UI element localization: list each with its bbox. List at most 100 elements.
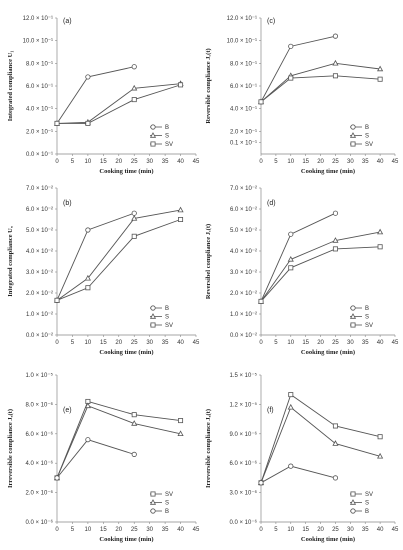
y-tick-label: 0.0 × 10⁻⁶ [26, 519, 54, 526]
data-point [258, 298, 264, 304]
x-tick-label: 5 [71, 340, 75, 346]
legend-marker [150, 305, 156, 311]
legend-marker [150, 124, 156, 130]
y-axis-label: Integrated compliance Uₐ [7, 226, 14, 297]
x-tick-label: 5 [274, 159, 278, 165]
data-point [131, 84, 138, 91]
legend-label: B [165, 509, 169, 515]
x-axis-label: Cooking time (min) [99, 349, 153, 356]
data-point [177, 430, 184, 437]
x-tick-label: 40 [377, 159, 384, 165]
y-tick-label: 1.0 × 10⁻² [26, 312, 53, 318]
x-tick-label: 45 [193, 340, 200, 346]
y-tick-label: 2.0 × 10⁻¹ [230, 129, 257, 135]
data-point [131, 412, 137, 418]
x-tick-label: 30 [347, 527, 354, 533]
legend-marker [349, 499, 357, 505]
data-point [258, 480, 264, 486]
chart-panel: 0.0 × 10⁻¹ 2.0 × 10⁻¹ 4.0 × 10⁻¹ 6.0 × 10⁻¹… [7, 16, 200, 175]
x-tick-label: 25 [332, 527, 339, 533]
legend: BS SV [149, 124, 173, 148]
legend-label: B [165, 125, 169, 131]
x-tick-label: 40 [377, 340, 384, 346]
data-point [54, 475, 60, 481]
legend-marker [350, 305, 356, 311]
data-point [131, 451, 137, 457]
y-axis-label: Reversible compliance Jₑ(t) [205, 48, 212, 123]
x-tick-label: 45 [392, 340, 399, 346]
y-tick-label: 4.0 × 10⁻¹ [230, 107, 257, 113]
x-tick-label: 5 [71, 159, 75, 165]
series-line [260, 406, 381, 483]
x-tick-label: 20 [115, 340, 122, 346]
data-point [332, 423, 338, 429]
data-point [131, 210, 137, 216]
data-point [178, 418, 184, 424]
y-tick-label: 6.0 × 10⁻² [230, 207, 257, 213]
y-tick-label: 0.0 × 10⁻² [26, 333, 53, 339]
legend-label: S [365, 134, 369, 140]
y-tick-label: 8.0 × 10⁻⁶ [26, 401, 54, 408]
x-tick-label: 0 [259, 159, 263, 165]
x-tick-label: 30 [347, 159, 354, 165]
chart-panel: 0.0 × 10⁻² 1.0 × 10⁻² 2.0 × 10⁻² 3.0 × 10⁻²… [205, 186, 399, 356]
data-point [131, 215, 138, 221]
chart-panel: 0.0 × 10⁻⁶ 3.0 × 10⁻⁶ 6.0 × 10⁻⁶ 9.0 × 10⁻⁶… [205, 372, 399, 543]
data-point [332, 246, 338, 252]
data-point [332, 59, 339, 66]
legend-label: S [165, 501, 169, 507]
data-point [54, 120, 60, 126]
data-point [85, 285, 91, 291]
series-line [56, 219, 181, 301]
y-tick-label: 10.0 × 10⁻¹ [227, 39, 257, 45]
legend-marker [150, 491, 156, 497]
data-point [178, 82, 184, 88]
legend-label: S [365, 501, 369, 507]
y-tick-label: 4.0 × 10⁻¹ [26, 107, 53, 113]
y-tick-label: 6.0 × 10⁻⁶ [230, 460, 258, 467]
data-point [258, 99, 264, 105]
legend: BS SV [349, 305, 373, 329]
data-point [131, 64, 137, 70]
x-tick-label: 35 [362, 159, 369, 165]
data-point [377, 244, 383, 250]
legend-label: SV [365, 323, 373, 329]
x-tick-label: 40 [177, 159, 184, 165]
series-line [260, 231, 381, 302]
data-point [288, 265, 294, 271]
legend-label: SV [365, 142, 373, 148]
x-tick-label: 30 [347, 340, 354, 346]
y-axis-label: Integrated compliance U₁ [7, 51, 14, 122]
legend-marker [349, 132, 357, 138]
x-axis-label: Cooking time (min) [99, 536, 153, 543]
data-point [287, 255, 294, 262]
legend-label: SV [165, 323, 173, 329]
y-tick-label: 2.0 × 10⁻¹ [26, 129, 53, 135]
y-tick-label: 3.0 × 10⁻⁶ [230, 490, 258, 497]
x-tick-label: 20 [317, 159, 324, 165]
x-tick-label: 15 [302, 159, 309, 165]
y-tick-label: 1.2 × 10⁻⁵ [229, 401, 257, 408]
legend-marker [150, 141, 156, 147]
legend-marker [149, 132, 157, 138]
series-line [56, 209, 181, 301]
y-tick-label: 6.0 × 10⁻¹ [230, 84, 257, 90]
data-point [377, 452, 384, 459]
x-tick-label: 25 [131, 340, 138, 346]
y-axis-label: Irreversible compliance Jₐ(t) [205, 409, 212, 488]
x-tick-label: 25 [131, 159, 138, 165]
data-point [288, 231, 294, 237]
y-tick-label: 4.0 × 10⁻² [230, 249, 257, 255]
x-axis-label: Cooking time (min) [301, 536, 355, 543]
y-tick-label: 6.0 × 10⁻¹ [26, 84, 53, 90]
y-tick-label: 12.0 × 10⁻¹ [23, 16, 53, 22]
series-line [56, 405, 181, 479]
data-point [85, 227, 91, 233]
x-tick-label: 20 [317, 527, 324, 533]
legend-marker [150, 508, 156, 514]
x-tick-label: 15 [302, 340, 309, 346]
series-line [57, 84, 181, 124]
legend-label: B [365, 125, 369, 131]
legend-label: S [165, 315, 169, 321]
y-tick-label: 6.0 × 10⁻² [26, 207, 53, 213]
